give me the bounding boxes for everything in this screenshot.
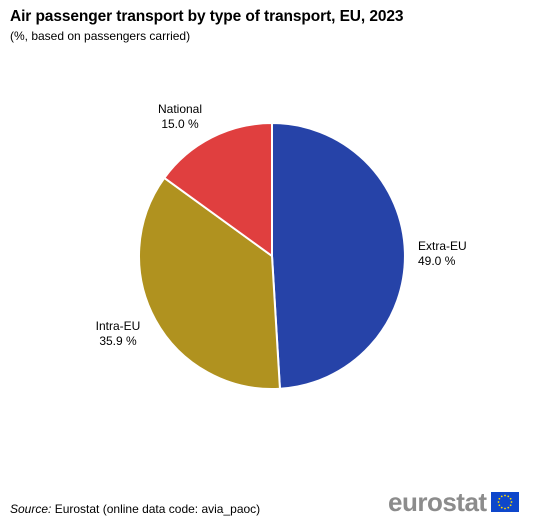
slice-label-intra-eu: Intra-EU 35.9 % — [96, 319, 141, 348]
pie-slice-extra-eu — [271, 121, 406, 390]
logo-text: eurostat — [388, 487, 487, 517]
source-note: Source: Eurostat (online data code: avia… — [10, 502, 260, 516]
chart-title: Air passenger transport by type of trans… — [10, 8, 404, 25]
slice-label-national: National 15.0 % — [158, 102, 202, 131]
source-label: Source: — [10, 502, 52, 516]
eu-flag-icon — [490, 492, 519, 512]
pie-slice-national — [162, 121, 273, 258]
chart-subtitle: (%, based on passengers carried) — [10, 29, 191, 43]
pie-slice-intra-eu — [138, 176, 281, 390]
eurostat-logo: eurostat — [388, 489, 519, 515]
source-text: Eurostat (online data code: avia_paoc) — [54, 502, 261, 516]
slice-label-extra-eu: Extra-EU 49.0 % — [418, 239, 467, 268]
